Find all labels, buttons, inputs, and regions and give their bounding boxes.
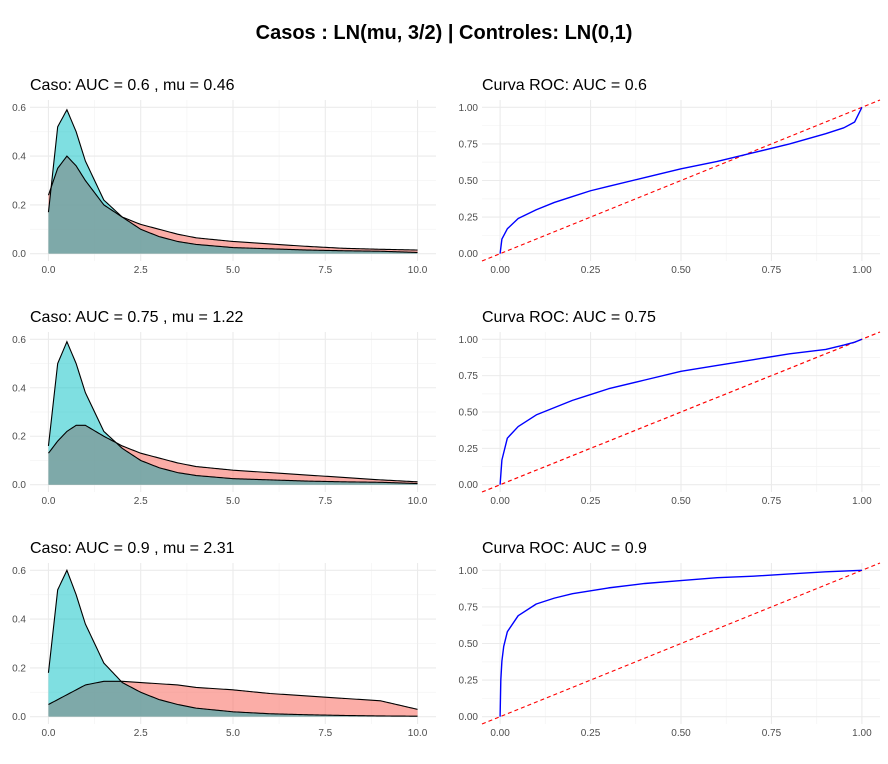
case-density-line bbox=[48, 424, 418, 483]
x-tick-label: 7.5 bbox=[318, 496, 332, 507]
x-tick-label: 0.25 bbox=[581, 496, 601, 507]
x-tick-label: 10.0 bbox=[408, 728, 428, 739]
y-tick-label: 0.75 bbox=[459, 139, 479, 150]
x-tick-label: 0.0 bbox=[42, 265, 56, 276]
x-tick-label: 0.0 bbox=[42, 496, 56, 507]
panel-title-5: Curva ROC: AUC = 0.9 bbox=[482, 540, 647, 557]
y-tick-label: 0.4 bbox=[12, 383, 26, 394]
y-tick-label: 0.50 bbox=[459, 176, 479, 187]
y-tick-label: 0.25 bbox=[459, 444, 479, 455]
panel-title-3: Curva ROC: AUC = 0.75 bbox=[482, 309, 656, 326]
x-tick-label: 0.00 bbox=[490, 265, 510, 276]
y-tick-label: 0.4 bbox=[12, 152, 26, 163]
y-tick-label: 1.00 bbox=[459, 566, 479, 577]
y-tick-label: 0.2 bbox=[12, 432, 26, 443]
y-tick-label: 0.6 bbox=[12, 335, 26, 346]
roc-diagonal bbox=[481, 562, 881, 725]
y-tick-label: 0.2 bbox=[12, 663, 26, 674]
y-tick-label: 0.6 bbox=[12, 103, 26, 114]
x-tick-label: 0.50 bbox=[671, 496, 691, 507]
y-tick-label: 0.75 bbox=[459, 602, 479, 613]
x-tick-label: 2.5 bbox=[134, 728, 148, 739]
x-tick-label: 10.0 bbox=[408, 496, 428, 507]
x-tick-label: 5.0 bbox=[226, 496, 240, 507]
x-tick-label: 0.75 bbox=[762, 265, 782, 276]
x-tick-label: 10.0 bbox=[408, 265, 428, 276]
roc-diagonal bbox=[481, 99, 881, 262]
y-tick-label: 0.0 bbox=[12, 249, 26, 260]
x-tick-label: 0.25 bbox=[581, 728, 601, 739]
control-density-line bbox=[47, 568, 418, 717]
panel-title-2: Caso: AUC = 0.75 , mu = 1.22 bbox=[30, 309, 244, 326]
roc-diagonal bbox=[481, 331, 881, 493]
figure-title: Casos : LN(mu, 3/2) | Controles: LN(0,1) bbox=[255, 22, 633, 44]
y-tick-label: 0.0 bbox=[12, 480, 26, 491]
control-density-line bbox=[47, 340, 418, 485]
x-tick-label: 0.75 bbox=[762, 496, 782, 507]
x-tick-label: 0.50 bbox=[671, 728, 691, 739]
x-tick-label: 7.5 bbox=[318, 265, 332, 276]
panel-title-0: Caso: AUC = 0.6 , mu = 0.46 bbox=[30, 77, 235, 94]
y-tick-label: 0.50 bbox=[459, 639, 479, 650]
y-tick-label: 1.00 bbox=[459, 335, 479, 346]
x-tick-label: 1.00 bbox=[852, 728, 872, 739]
y-tick-label: 0.00 bbox=[459, 249, 479, 260]
control-density-line bbox=[47, 108, 418, 254]
x-tick-label: 1.00 bbox=[852, 265, 872, 276]
x-tick-label: 0.0 bbox=[42, 728, 56, 739]
overlap-density-area bbox=[48, 681, 418, 717]
panel-title-1: Curva ROC: AUC = 0.6 bbox=[482, 77, 647, 94]
y-tick-label: 0.25 bbox=[459, 213, 479, 224]
y-tick-label: 0.2 bbox=[12, 200, 26, 211]
x-tick-label: 0.00 bbox=[490, 728, 510, 739]
y-tick-label: 0.50 bbox=[459, 408, 479, 419]
y-tick-label: 0.25 bbox=[459, 676, 479, 687]
y-tick-label: 0.6 bbox=[12, 566, 26, 577]
x-tick-label: 0.00 bbox=[490, 496, 510, 507]
overlap-density-area bbox=[48, 425, 418, 485]
x-tick-label: 2.5 bbox=[134, 496, 148, 507]
case-density-line bbox=[47, 155, 418, 251]
case-density-line bbox=[48, 680, 418, 710]
y-tick-label: 1.00 bbox=[459, 103, 479, 114]
x-tick-label: 5.0 bbox=[226, 265, 240, 276]
roc-curve bbox=[499, 569, 862, 717]
x-tick-label: 0.25 bbox=[581, 265, 601, 276]
x-tick-label: 5.0 bbox=[226, 728, 240, 739]
y-tick-label: 0.4 bbox=[12, 615, 26, 626]
y-tick-label: 0.75 bbox=[459, 371, 479, 382]
y-tick-label: 0.00 bbox=[459, 712, 479, 723]
x-tick-label: 0.75 bbox=[762, 728, 782, 739]
panel-title-4: Caso: AUC = 0.9 , mu = 2.31 bbox=[30, 540, 235, 557]
roc-curve bbox=[499, 338, 863, 485]
x-tick-label: 7.5 bbox=[318, 728, 332, 739]
x-tick-label: 2.5 bbox=[134, 265, 148, 276]
y-tick-label: 0.00 bbox=[459, 480, 479, 491]
x-tick-label: 1.00 bbox=[852, 496, 872, 507]
y-tick-label: 0.0 bbox=[12, 712, 26, 723]
x-tick-label: 0.50 bbox=[671, 265, 691, 276]
roc-curve bbox=[499, 107, 863, 254]
